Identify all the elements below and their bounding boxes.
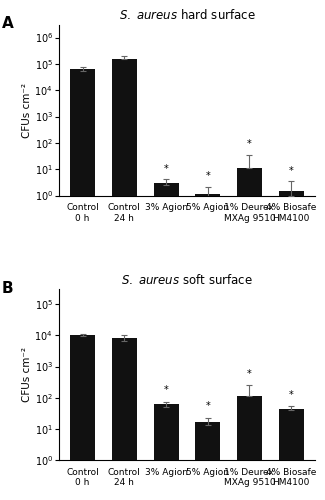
Text: *: * <box>164 164 168 174</box>
Text: *: * <box>289 166 293 176</box>
Text: *: * <box>247 368 252 378</box>
Text: *: * <box>205 171 210 181</box>
Text: *: * <box>289 390 293 400</box>
Bar <box>112 338 137 500</box>
Bar <box>153 183 178 500</box>
Bar <box>112 58 137 500</box>
Text: A: A <box>2 16 14 32</box>
Bar <box>70 69 95 500</box>
Bar <box>237 396 262 500</box>
Bar <box>153 404 178 500</box>
Text: *: * <box>247 139 252 149</box>
Text: *: * <box>205 401 210 411</box>
Bar <box>279 408 304 500</box>
Bar <box>279 191 304 500</box>
Title: $\it{S.}$ $\it{aureus}$ soft surface: $\it{S.}$ $\it{aureus}$ soft surface <box>121 273 253 287</box>
Bar <box>237 168 262 500</box>
Y-axis label: CFUs cm⁻²: CFUs cm⁻² <box>22 83 32 138</box>
Bar <box>195 194 220 500</box>
Title: $\it{S.}$ $\it{aureus}$ hard surface: $\it{S.}$ $\it{aureus}$ hard surface <box>119 8 255 22</box>
Text: B: B <box>2 281 14 296</box>
Text: *: * <box>164 386 168 396</box>
Bar <box>195 422 220 500</box>
Y-axis label: CFUs cm⁻²: CFUs cm⁻² <box>22 347 32 402</box>
Bar <box>70 335 95 500</box>
